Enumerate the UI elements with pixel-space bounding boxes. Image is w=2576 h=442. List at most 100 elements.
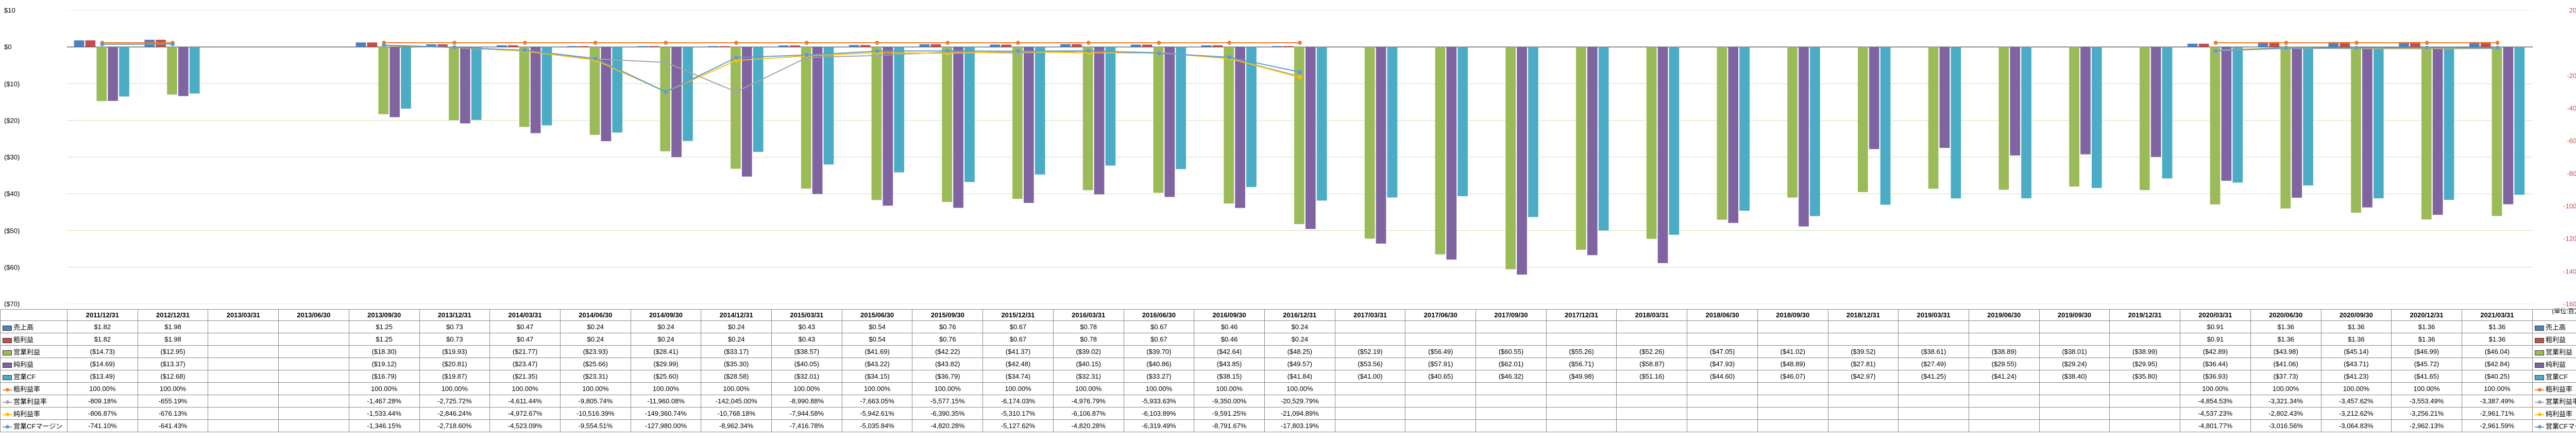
row-label-gross_m: 粗利益率 [1,383,67,395]
period-header: 2015/06/30 [842,310,912,321]
period-header: 2020/06/30 [2250,310,2321,321]
cell: ($53.56) [1335,358,1405,370]
cell [1687,420,1758,432]
cell: -21,094.89% [1264,407,1335,420]
cell: 100.00% [349,383,419,395]
cell: 100.00% [2250,383,2321,395]
cell: ($36.44) [2180,358,2251,370]
cell: ($58.87) [1617,358,1687,370]
cell: ($34.74) [983,370,1054,383]
cell: ($23.31) [560,370,631,383]
cell: $1.82 [67,333,138,346]
cell: ($38.57) [772,346,842,358]
cell [1405,383,1476,395]
cell [208,321,279,333]
cell: $0.91 [2180,321,2251,333]
cell [1617,321,1687,333]
cell: -741.10% [67,420,138,432]
cell [1546,333,1617,346]
cell: -1,533.44% [349,407,419,420]
cell: ($62.01) [1476,358,1547,370]
cell: -806.87% [67,407,138,420]
cell [1405,420,1476,432]
cell [1335,333,1405,346]
cell: 100.00% [842,383,912,395]
cell: ($49.98) [1546,370,1617,383]
cell [208,420,279,432]
cell [1757,321,1828,333]
cell: ($32.01) [772,370,842,383]
row-label-op: 営業利益 [1,346,67,358]
period-header: 2020/03/31 [2180,310,2251,321]
cell: $0.43 [772,321,842,333]
cell: $1.25 [349,333,419,346]
cell: 100.00% [419,383,490,395]
cell [1828,407,1899,420]
cell: -4,801.77% [2180,420,2251,432]
cell: ($41.65) [2392,370,2462,383]
cell: ($25.66) [560,358,631,370]
cell: -6,103.89% [1124,407,1194,420]
cell: ($39.70) [1124,346,1194,358]
cell [1617,395,1687,407]
period-header: 2018/09/30 [1757,310,1828,321]
cell [1546,395,1617,407]
cell: ($42.89) [2180,346,2251,358]
cell: ($40.86) [1124,358,1194,370]
cell [2039,321,2110,333]
period-header: 2018/12/31 [1828,310,1899,321]
cell: -7,944.58% [772,407,842,420]
cell [1757,395,1828,407]
cell: ($38.61) [1899,346,1969,358]
cell: $0.24 [1264,321,1335,333]
period-header: 2019/03/31 [1899,310,1969,321]
period-header: 2016/06/30 [1124,310,1194,321]
cell: ($39.52) [1828,346,1899,358]
cell: ($38.89) [1969,346,2039,358]
cell [1476,407,1547,420]
cell: ($48.89) [1757,358,1828,370]
cell: -9,591.25% [1194,407,1265,420]
cell: 100.00% [912,383,983,395]
cell: -6,319.49% [1124,420,1194,432]
cell: $0.47 [490,321,561,333]
cell [1828,333,1899,346]
cell: -809.18% [67,395,138,407]
period-header: 2013/09/30 [349,310,419,321]
cell: -4,820.28% [1053,420,1124,432]
cell: ($36.93) [2180,370,2251,383]
period-header: 2011/12/31 [67,310,138,321]
cell: ($45.72) [2392,358,2462,370]
cell: 100.00% [490,383,561,395]
cell: ($13.37) [138,358,208,370]
cell: ($25.60) [631,370,701,383]
cell: ($14.69) [67,358,138,370]
cell: $0.73 [419,321,490,333]
cell [1405,333,1476,346]
cell: ($46.04) [2462,346,2532,358]
cell: -3,387.49% [2462,395,2532,407]
period-header: 2021/03/31 [2462,310,2532,321]
cell [279,333,349,346]
cell: ($43.82) [912,358,983,370]
cell: -6,106.87% [1053,407,1124,420]
cell: $1.36 [2321,333,2392,346]
cell [1969,321,2039,333]
cell: -3,212.62% [2321,407,2392,420]
cell: ($47.05) [1687,346,1758,358]
cell: -2,718.60% [419,420,490,432]
cell: ($46.32) [1476,370,1547,383]
cell: ($56.49) [1405,346,1476,358]
cell: $0.73 [419,333,490,346]
cell: -4,854.53% [2180,395,2251,407]
cell: ($41.25) [1899,370,1969,383]
cell: ($57.91) [1405,358,1476,370]
cell [1969,333,2039,346]
cell [1828,321,1899,333]
cell: $1.25 [349,321,419,333]
cell: -127,980.00% [631,420,701,432]
cell: ($40.65) [1405,370,1476,383]
period-header: 2019/12/31 [2110,310,2180,321]
cell: ($52.26) [1617,346,1687,358]
cell: -17,803.19% [1264,420,1335,432]
